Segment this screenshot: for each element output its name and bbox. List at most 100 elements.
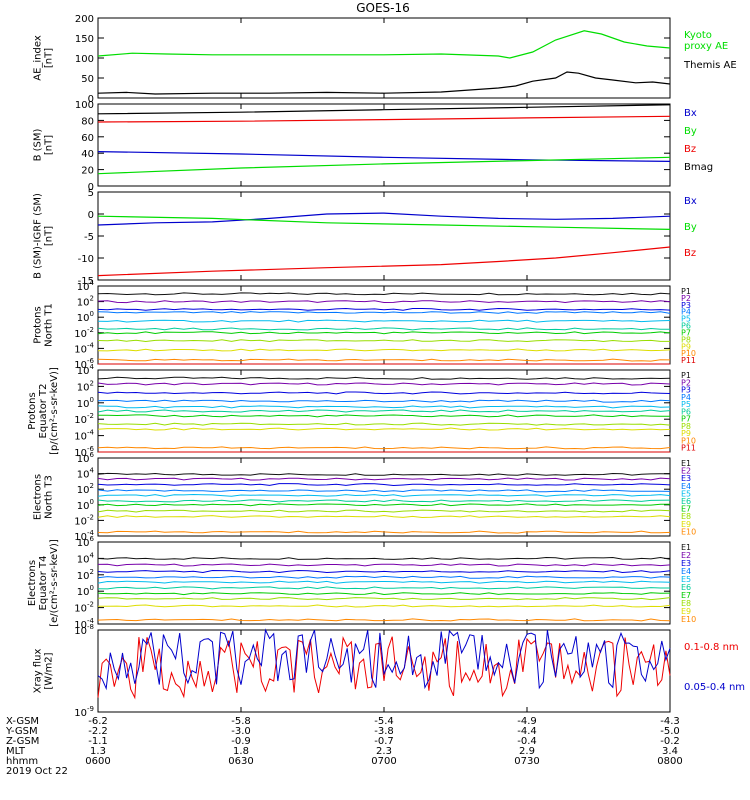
panel-6: Electrons North T310-410-2100102104106E1E… [33,451,697,543]
y-tick-label: 100 [77,396,94,410]
legend-entry: P1 [681,287,691,296]
legend-entry: P4 [681,393,691,402]
legend-entry: Bx [684,108,697,119]
legend-entry: P9 [681,342,691,351]
y-tick-label: 102 [77,295,94,309]
series-line-3 [97,246,671,277]
series-line-1 [97,151,671,162]
series-line-4 [97,311,671,314]
orbit-cell: 2.9 [519,746,535,757]
orbit-cell: -6.2 [88,716,108,727]
y-axis-label: Electrons [27,560,38,606]
series-line-3 [97,569,671,574]
series-line-6 [97,327,670,331]
y-axis-label: Equator T4 [38,556,49,611]
legend-entry: By [684,222,697,233]
series-line-6 [97,499,671,503]
panel-frame [97,191,671,281]
y-tick-label: 104 [77,363,95,377]
series-line-1 [97,556,671,560]
y-tick-label: 10-2 [74,601,94,615]
legend-entry: 0.1-0.8 nm [684,642,739,653]
y-tick-label: 5 [88,188,94,199]
y-tick-label: 10-2 [74,326,94,340]
legend-entry: P7 [681,415,691,424]
legend-entry: P11 [681,444,696,453]
legend-entry: E8 [681,512,691,521]
legend-entry: P5 [681,400,691,409]
legend-entry: Bx [684,196,697,207]
orbit-row-label: MLT [6,746,26,757]
panel-frame [97,17,671,99]
legend-entry: P3 [681,386,691,395]
y-tick-label: 10-4 [74,429,94,443]
series-line-9 [98,604,671,608]
legend-entry: 0.05-0.4 nm [684,682,745,693]
legend-entry: E6 [681,497,691,506]
legend-entry: P8 [681,422,691,431]
legend-entry: P5 [681,315,691,324]
y-tick-label: 100 [75,54,94,65]
series-line-8 [97,422,671,426]
orbit-date: 2019 Oct 22 [6,766,68,777]
orbit-cell: 0800 [657,756,682,767]
series-line-5 [97,319,671,323]
orbit-cell: -3.0 [231,726,251,737]
series-line-8 [97,509,671,513]
y-tick-label: 200 [75,14,94,25]
series-line-5 [97,493,671,497]
series-line-4 [97,104,671,115]
panel-7: Electrons Equator T4 [e/(cm²-s-sr-keV)] 10-… [27,535,696,631]
orbit-row-label: Z-GSM [6,736,39,747]
panel-3: B (SM)-IGRF (SM) [nT] -15 -10 -5 0 5 Bx By Bz [33,188,697,287]
legend-entry: E1 [681,459,691,468]
series-line-6 [97,409,671,413]
series-line-9 [97,427,671,431]
series-line-4 [97,399,671,403]
series-line-3 [97,483,671,487]
panel-2: B (SM) [nT] 0 20 40 60 80 100 Bx By Bz Bmag [33,100,714,193]
series-line-8 [97,597,671,601]
y-tick-label: 0 [88,182,94,193]
orbit-cell: -5.4 [374,716,394,727]
y-tick-label: 150 [75,34,94,45]
panel-4: Protons North T110-610-410-2100102104P1P2… [33,279,697,371]
legend-entry: P4 [681,308,691,317]
series-line-2 [97,382,671,386]
panel-5: Protons Equator T2 [p/(cm²-s-sr-keV)] 10-61… [27,363,696,459]
legend-entry: P6 [681,407,691,416]
legend-entry: P10 [681,349,696,358]
legend-entry: proxy AE [684,41,728,52]
orbit-cell: -0.2 [660,736,680,747]
orbit-cell: -0.4 [517,736,537,747]
y-tick-label: 100 [77,498,94,512]
series-line-7 [97,414,671,418]
y-axis-label: [p/(cm²-s-sr-keV)] [49,367,60,455]
series-line-2 [97,215,671,230]
series-line-1 [97,292,671,296]
series-line-1 [97,635,671,700]
legend-entry: E8 [681,599,691,608]
series-line-1 [97,376,671,380]
panel-frame [97,457,671,537]
legend-entry: E3 [681,559,691,568]
orbit-cell: 0700 [371,756,396,767]
y-tick-label: 10-8 [74,623,94,637]
orbit-cell: -4.9 [517,716,537,727]
legend-entry: P10 [681,436,696,445]
legend-entry: E5 [681,489,691,498]
series-line-8 [97,339,670,343]
series-line-6 [97,586,670,590]
y-tick-label: 0 [88,210,94,221]
orbit-cell: 1.8 [233,746,249,757]
legend-entry: By [684,126,697,137]
y-tick-label: 100 [77,310,94,324]
y-tick-label: 100 [75,100,94,111]
orbit-cell: 0730 [514,756,539,767]
legend-entry: E10 [681,527,696,536]
series-line-10 [97,530,671,534]
y-axis-label: Xray flux [33,649,44,694]
legend-entry: Kyoto [684,30,712,41]
y-tick-label: 104 [77,467,95,481]
